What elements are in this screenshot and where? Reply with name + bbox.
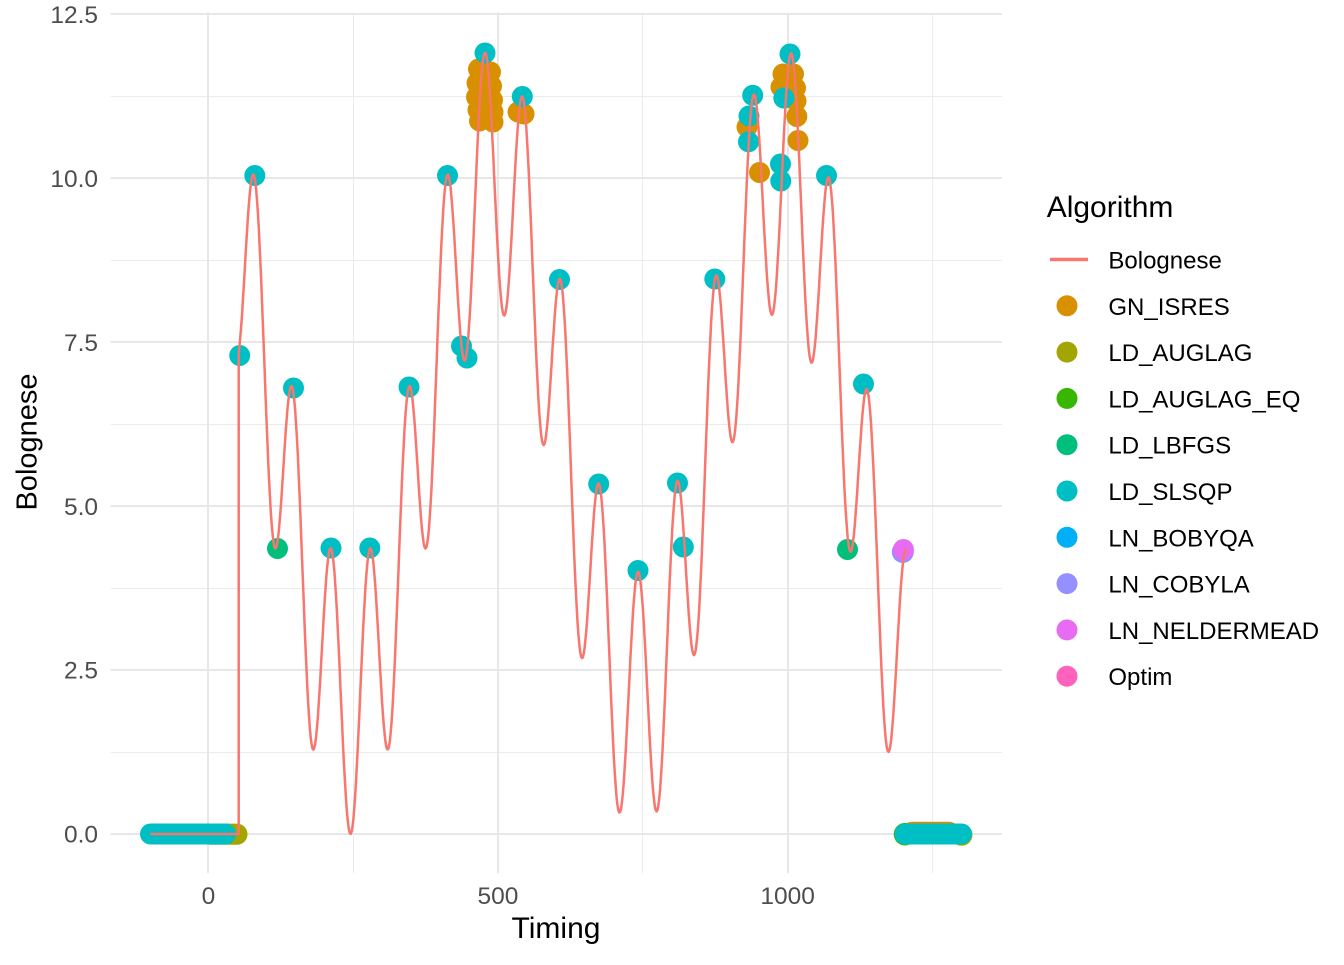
svg-text:LD_SLSQP: LD_SLSQP [1108,479,1232,506]
svg-text:7.5: 7.5 [64,330,98,357]
svg-text:1000: 1000 [760,883,815,910]
svg-text:5.0: 5.0 [64,494,98,521]
svg-text:2.5: 2.5 [64,658,98,685]
svg-text:LN_COBYLA: LN_COBYLA [1108,572,1249,599]
svg-text:12.5: 12.5 [50,2,98,29]
svg-text:0.0: 0.0 [64,822,98,849]
svg-text:Bolognese: Bolognese [1108,248,1221,275]
svg-text:LD_AUGLAG: LD_AUGLAG [1108,340,1252,367]
svg-text:LN_BOBYQA: LN_BOBYQA [1108,525,1253,552]
svg-text:LD_LBFGS: LD_LBFGS [1108,433,1231,460]
svg-text:Optim: Optim [1108,664,1172,691]
svg-text:10.0: 10.0 [50,166,98,193]
svg-text:Bolognese: Bolognese [12,373,44,510]
svg-text:Timing: Timing [512,912,601,945]
svg-text:0: 0 [202,883,216,910]
svg-text:GN_ISRES: GN_ISRES [1108,294,1229,321]
svg-text:LN_NELDERMEAD: LN_NELDERMEAD [1108,618,1319,645]
svg-text:Algorithm: Algorithm [1047,191,1174,224]
svg-text:LD_AUGLAG_EQ: LD_AUGLAG_EQ [1108,386,1300,413]
svg-text:500: 500 [478,883,519,910]
